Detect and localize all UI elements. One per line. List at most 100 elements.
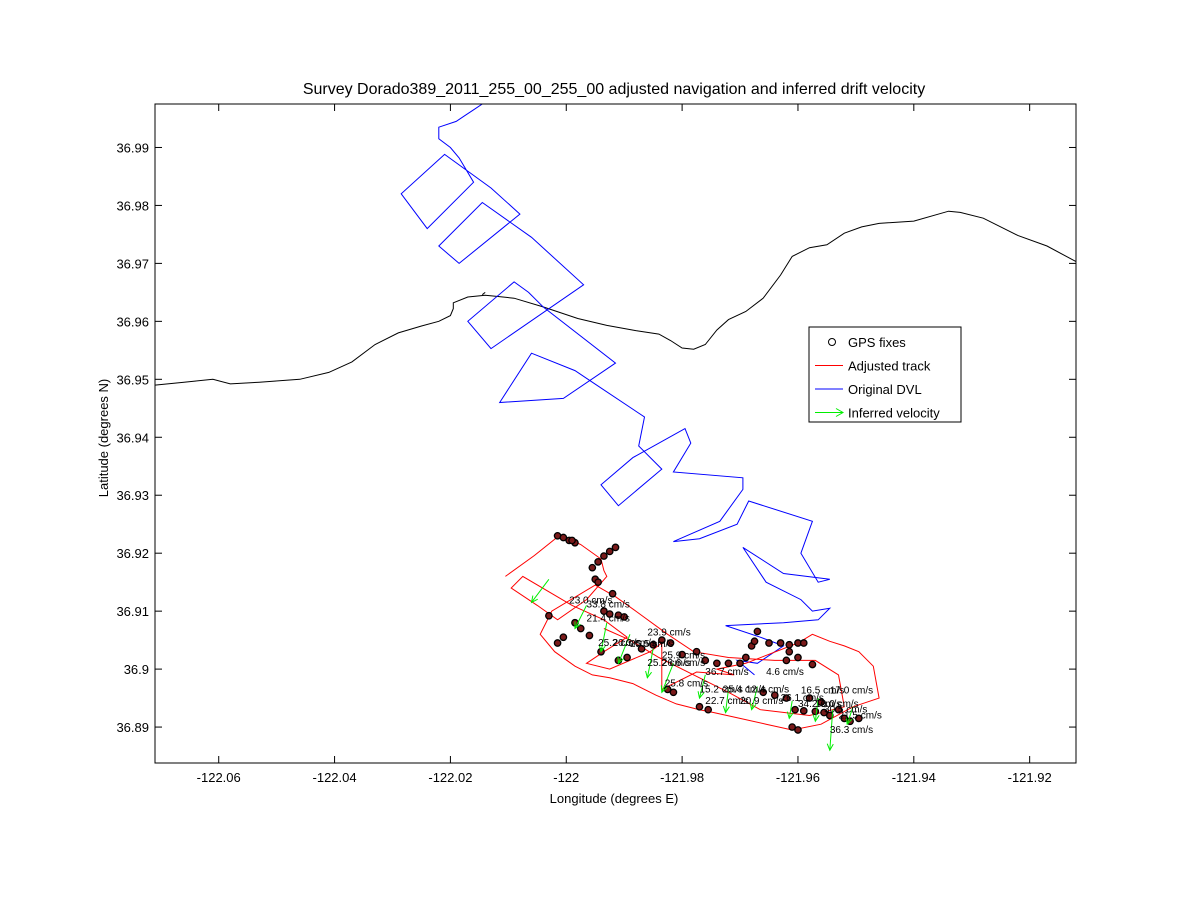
velocity-arrow-head [645, 670, 652, 679]
x-tick-label: -121.98 [660, 770, 704, 785]
velocity-arrow [646, 648, 654, 678]
gps-fix-point [695, 702, 704, 711]
velocity-arrow [751, 686, 758, 710]
gps-fix-point [794, 653, 802, 662]
gps-fix-point [545, 611, 553, 620]
velocity-arrow-head [660, 685, 668, 694]
original-dvl-line [400, 104, 832, 676]
gps-fix-point [568, 536, 576, 545]
coastline-line [155, 210, 1076, 386]
gps-fix-point [808, 660, 817, 669]
velocity-arrow-head [845, 717, 853, 726]
x-tick-label: -122.04 [313, 770, 357, 785]
gps-fix-point [799, 706, 808, 715]
velocity-arrow-head [574, 621, 581, 630]
gps-fix-point [794, 726, 802, 734]
velocity-arrow-head [697, 691, 705, 700]
gps-fix-point [724, 659, 733, 668]
legend-box [808, 326, 962, 423]
gps-fix-point [750, 637, 759, 646]
velocity-arrow [699, 674, 706, 699]
velocity-annotation: 25.5 cm/s [630, 639, 673, 650]
velocity-annotation: 20.9 cm/s [740, 696, 783, 707]
y-tick-label: 36.97 [116, 256, 149, 271]
y-tick-label: 36.95 [116, 372, 149, 387]
y-tick-label: 36.89 [116, 720, 149, 735]
velocity-arrow [617, 634, 631, 664]
velocity-annotation: 4.6 cm/s [766, 667, 804, 678]
gps-fix-point [785, 647, 794, 656]
plot-area: 23.0 cm/s33.8 cm/s 21.4 cm/s 23.9 cm/s 25.2… [155, 104, 1076, 752]
velocity-arrow [846, 706, 854, 725]
velocity-annotation: 26.6 cm/s [662, 658, 705, 669]
coastline-fragment [481, 292, 486, 296]
y-tick-label: 36.92 [116, 546, 149, 561]
velocity-arrow [531, 578, 550, 603]
gps-fix-point [553, 639, 562, 647]
velocity-arrow-head [617, 656, 624, 665]
gps-fix-point [559, 633, 568, 642]
gps-fix-point [765, 639, 773, 647]
gps-fix-point [666, 639, 675, 647]
velocity-annotation: 25.9 cm/s [662, 651, 705, 662]
velocity-arrow [788, 700, 793, 719]
gps-fix-point [805, 694, 814, 702]
velocity-annotation: 25.4 cm/s [723, 684, 766, 695]
gps-fix-point [605, 610, 614, 618]
gps-fix-point [791, 705, 799, 714]
velocity-annotation: 16.5 cm/s [801, 685, 844, 696]
plot-layer: 23.0 cm/s33.8 cm/s 21.4 cm/s 23.9 cm/s 25.2… [155, 104, 1076, 752]
gps-fix-point [741, 653, 750, 662]
velocity-annotation: 15.2 cm/s [699, 684, 742, 695]
gps-fix-point [600, 552, 608, 560]
gps-fix-point [825, 711, 834, 720]
x-tick-label: -122.02 [428, 770, 472, 785]
gps-fix-point [585, 631, 594, 640]
gps-fix-point [678, 650, 686, 659]
gps-fix-point [788, 723, 797, 731]
x-tick-label: -122.06 [197, 770, 241, 785]
y-tick-label: 36.93 [116, 488, 149, 503]
velocity-annotation: 36.7 cm/s [705, 667, 748, 678]
legend-label-gps: GPS fixes [848, 335, 906, 350]
gps-fix-point [611, 543, 620, 552]
gps-fix-point [782, 694, 791, 702]
gps-fix-point [776, 639, 785, 647]
velocity-annotation: 19.0 cm/s [815, 699, 858, 710]
gps-fix-point [637, 644, 646, 653]
velocity-arrow [600, 622, 608, 652]
gps-fix-point [782, 656, 791, 665]
gps-fix-point [600, 607, 608, 615]
velocity-annotation: 25.2 cm/s [647, 658, 690, 669]
y-axis-label: Latitude (degrees N) [96, 379, 111, 498]
velocity-annotation: 17.0 cm/s [830, 685, 873, 696]
legend-label-original: Original DVL [848, 382, 922, 397]
velocity-arrow-head [812, 714, 820, 723]
gps-fix-point [608, 589, 617, 598]
y-tick-label: 36.98 [116, 198, 149, 213]
gps-fix-point [753, 627, 762, 636]
velocity-annotation: 12.4 cm/s [746, 684, 789, 695]
velocity-annotation: 23.0 cm/s [569, 596, 612, 607]
velocity-annotation: 21.5 cm/s [839, 710, 882, 721]
legend-label-adjusted: Adjusted track [848, 359, 931, 374]
gps-fix-point [820, 708, 828, 717]
gps-fix-point [669, 688, 678, 697]
y-tick-label: 36.91 [116, 604, 149, 619]
velocity-arrow-head [530, 595, 538, 604]
legend-label-velocity: Inferred velocity [848, 406, 940, 421]
gps-fix-point [649, 640, 658, 649]
gps-fix-point [785, 640, 794, 649]
gps-fix-point [834, 705, 843, 714]
velocity-arrow [661, 663, 674, 693]
gps-fix-point [840, 714, 849, 723]
y-tick-label: 36.96 [116, 314, 149, 329]
gps-fix-point [620, 613, 629, 621]
gps-fix-point [623, 653, 631, 662]
x-axis-label: Longitude (degrees E) [550, 791, 679, 806]
velocity-annotation: 33.8 cm/s [587, 600, 630, 611]
gps-fix-point [799, 639, 808, 647]
gps-fix-point [594, 558, 602, 566]
